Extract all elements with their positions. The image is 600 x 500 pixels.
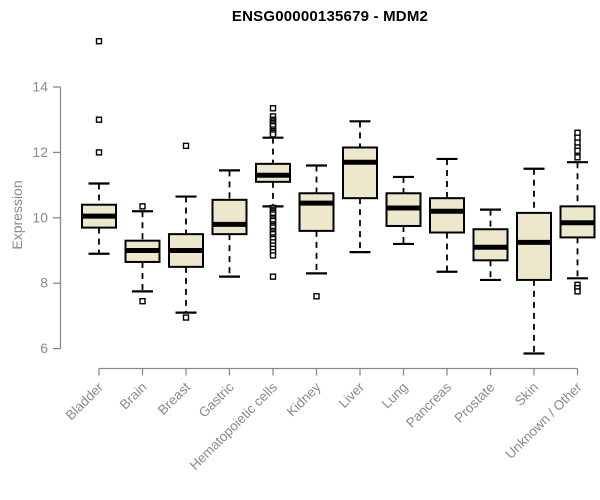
box-group-bladder xyxy=(81,38,117,255)
y-tick-label: 8 xyxy=(40,275,48,291)
x-tick-label-bladder: Bladder xyxy=(63,379,107,423)
iqr-box xyxy=(516,211,552,281)
box-group-lung xyxy=(385,175,422,246)
x-tick-label-kidney: Kidney xyxy=(284,379,324,419)
outlier-point xyxy=(574,154,581,161)
box-group-unknown-other xyxy=(559,129,596,295)
y-axis: 6 8 10 12 14 xyxy=(32,79,62,356)
outlier-point xyxy=(269,105,277,112)
x-tick-label-prostate: Prostate xyxy=(451,380,497,426)
x-tick-label-liver: Liver xyxy=(336,379,368,411)
x-tick-label-hematopoietic-cells: Hematopoietic cells xyxy=(187,379,281,473)
box-group-prostate xyxy=(472,208,509,282)
x-tick-label-brain: Brain xyxy=(117,380,150,413)
x-tick-label-breast: Breast xyxy=(155,379,193,417)
outlier-point xyxy=(139,203,146,210)
outlier-point xyxy=(574,147,581,154)
outlier-point xyxy=(95,116,103,123)
x-tick-label-skin: Skin xyxy=(512,380,541,409)
box-group-hematopoietic-cells xyxy=(255,105,291,280)
x-tick-label-lung: Lung xyxy=(379,380,411,412)
x-tick-label-gastric: Gastric xyxy=(196,379,237,420)
outlier-point xyxy=(182,142,190,150)
iqr-box xyxy=(429,197,465,234)
iqr-box xyxy=(298,192,335,232)
box-group-breast xyxy=(168,142,204,321)
x-tick-label-unknown-other: Unknown / Other xyxy=(502,379,585,462)
y-tick-label: 10 xyxy=(32,209,48,225)
y-tick-label: 6 xyxy=(40,340,48,356)
box-group-pancreas xyxy=(429,157,465,273)
y-tick-label: 14 xyxy=(32,79,48,95)
outlier-point xyxy=(95,38,103,45)
outlier-point xyxy=(269,273,277,280)
y-tick-label: 12 xyxy=(32,144,48,160)
outlier-point xyxy=(269,252,277,259)
outlier-point xyxy=(269,131,277,138)
outlier-point xyxy=(95,149,103,156)
outlier-point xyxy=(182,314,190,321)
iqr-box xyxy=(211,198,248,236)
box-group-liver xyxy=(342,120,378,254)
x-tick-label-pancreas: Pancreas xyxy=(403,379,454,430)
box-group-skin xyxy=(516,167,552,355)
chart-title: ENSG00000135679 - MDM2 xyxy=(231,8,429,25)
box-group-gastric xyxy=(211,169,248,278)
iqr-box xyxy=(342,146,378,200)
outlier-point xyxy=(139,297,146,305)
outlier-point xyxy=(574,288,581,295)
box-group-kidney xyxy=(298,164,335,300)
box-group-brain xyxy=(124,203,161,305)
outlier-point xyxy=(313,293,320,300)
